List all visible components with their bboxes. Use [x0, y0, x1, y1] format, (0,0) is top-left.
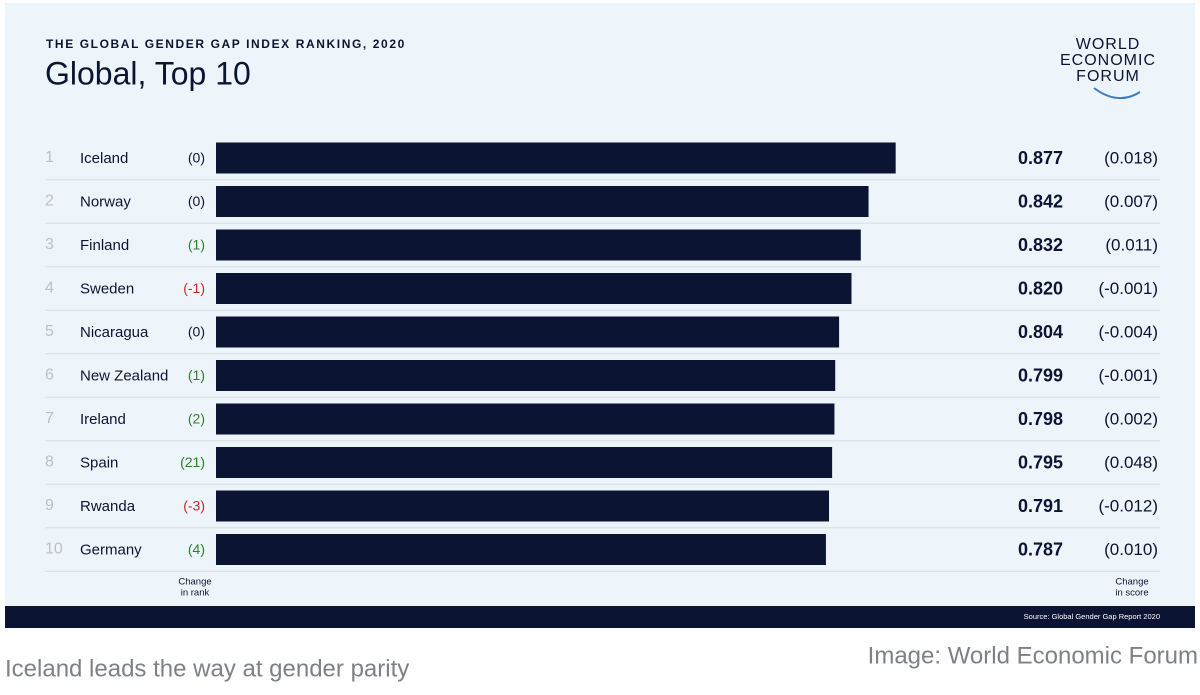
column-header: in rank [181, 588, 210, 599]
rank-change: (21) [180, 454, 205, 470]
rank: 10 [45, 541, 63, 558]
score: 0.795 [1018, 452, 1063, 472]
country: Norway [80, 193, 131, 210]
rank: 5 [45, 323, 54, 340]
rank-change: (4) [188, 541, 205, 557]
source-note: Source: Global Gender Gap Report 2020 [1024, 612, 1160, 621]
rank: 7 [45, 410, 54, 427]
score: 0.799 [1018, 365, 1063, 385]
score: 0.804 [1018, 322, 1063, 342]
rank-change: (-3) [183, 498, 205, 514]
column-header: in score [1115, 588, 1148, 599]
logo-arc [1093, 87, 1141, 99]
score: 0.798 [1018, 409, 1063, 429]
country: Finland [80, 237, 129, 254]
bar [216, 316, 840, 348]
footer-bar [5, 606, 1195, 628]
caption: Iceland leads the way at gender parity [5, 655, 409, 682]
credit: Image: World Economic Forum [868, 642, 1198, 669]
score: 0.787 [1018, 539, 1063, 559]
rank: 3 [45, 236, 54, 253]
rank: 4 [45, 280, 54, 297]
country: New Zealand [80, 367, 168, 384]
country: Sweden [80, 280, 134, 297]
country: Germany [80, 541, 142, 558]
rank-change: (-1) [183, 280, 205, 296]
bar [216, 403, 835, 435]
bar [216, 229, 861, 261]
score-change: (-0.001) [1098, 279, 1158, 298]
rank-change: (0) [188, 150, 205, 166]
card-background [5, 3, 1195, 628]
score: 0.820 [1018, 278, 1063, 298]
score-change: (-0.012) [1098, 496, 1158, 515]
rank-change: (0) [188, 324, 205, 340]
score: 0.832 [1018, 235, 1063, 255]
rank: 6 [45, 367, 54, 384]
bar [216, 490, 830, 522]
column-header: Change [178, 577, 211, 588]
country: Spain [80, 454, 118, 471]
rank-change: (0) [188, 193, 205, 209]
score-change: (-0.004) [1098, 322, 1158, 341]
country: Rwanda [80, 498, 136, 515]
bar [216, 534, 826, 565]
rank: 2 [45, 193, 54, 210]
bar [216, 360, 836, 391]
rank-change: (2) [188, 411, 205, 427]
bar [216, 273, 852, 304]
country: Ireland [80, 411, 126, 428]
score-change: (0.002) [1104, 409, 1158, 428]
score-change: (-0.001) [1098, 366, 1158, 385]
rank-change: (1) [188, 367, 205, 383]
country: Iceland [80, 150, 128, 167]
rank: 9 [45, 497, 54, 514]
rank-change: (1) [188, 237, 205, 253]
score-change: (0.010) [1104, 540, 1158, 559]
bar [216, 186, 869, 217]
chart-subtitle: THE GLOBAL GENDER GAP INDEX RANKING, 202… [46, 37, 406, 51]
chart-title: Global, Top 10 [45, 55, 251, 91]
score-change: (0.018) [1104, 148, 1158, 167]
country: Nicaragua [80, 324, 149, 341]
logo-line: WORLD [1076, 36, 1141, 53]
score: 0.877 [1018, 148, 1063, 168]
logo-line: ECONOMIC [1060, 52, 1156, 69]
score-change: (0.011) [1105, 235, 1158, 254]
column-header: Change [1115, 577, 1148, 588]
rank: 8 [45, 454, 54, 471]
bar [216, 142, 896, 174]
score: 0.842 [1018, 191, 1063, 211]
rank: 1 [45, 149, 54, 166]
score-change: (0.007) [1104, 192, 1158, 211]
score: 0.791 [1018, 496, 1063, 516]
bar [216, 447, 833, 478]
logo-line: FORUM [1076, 68, 1140, 85]
score-change: (0.048) [1104, 453, 1158, 472]
